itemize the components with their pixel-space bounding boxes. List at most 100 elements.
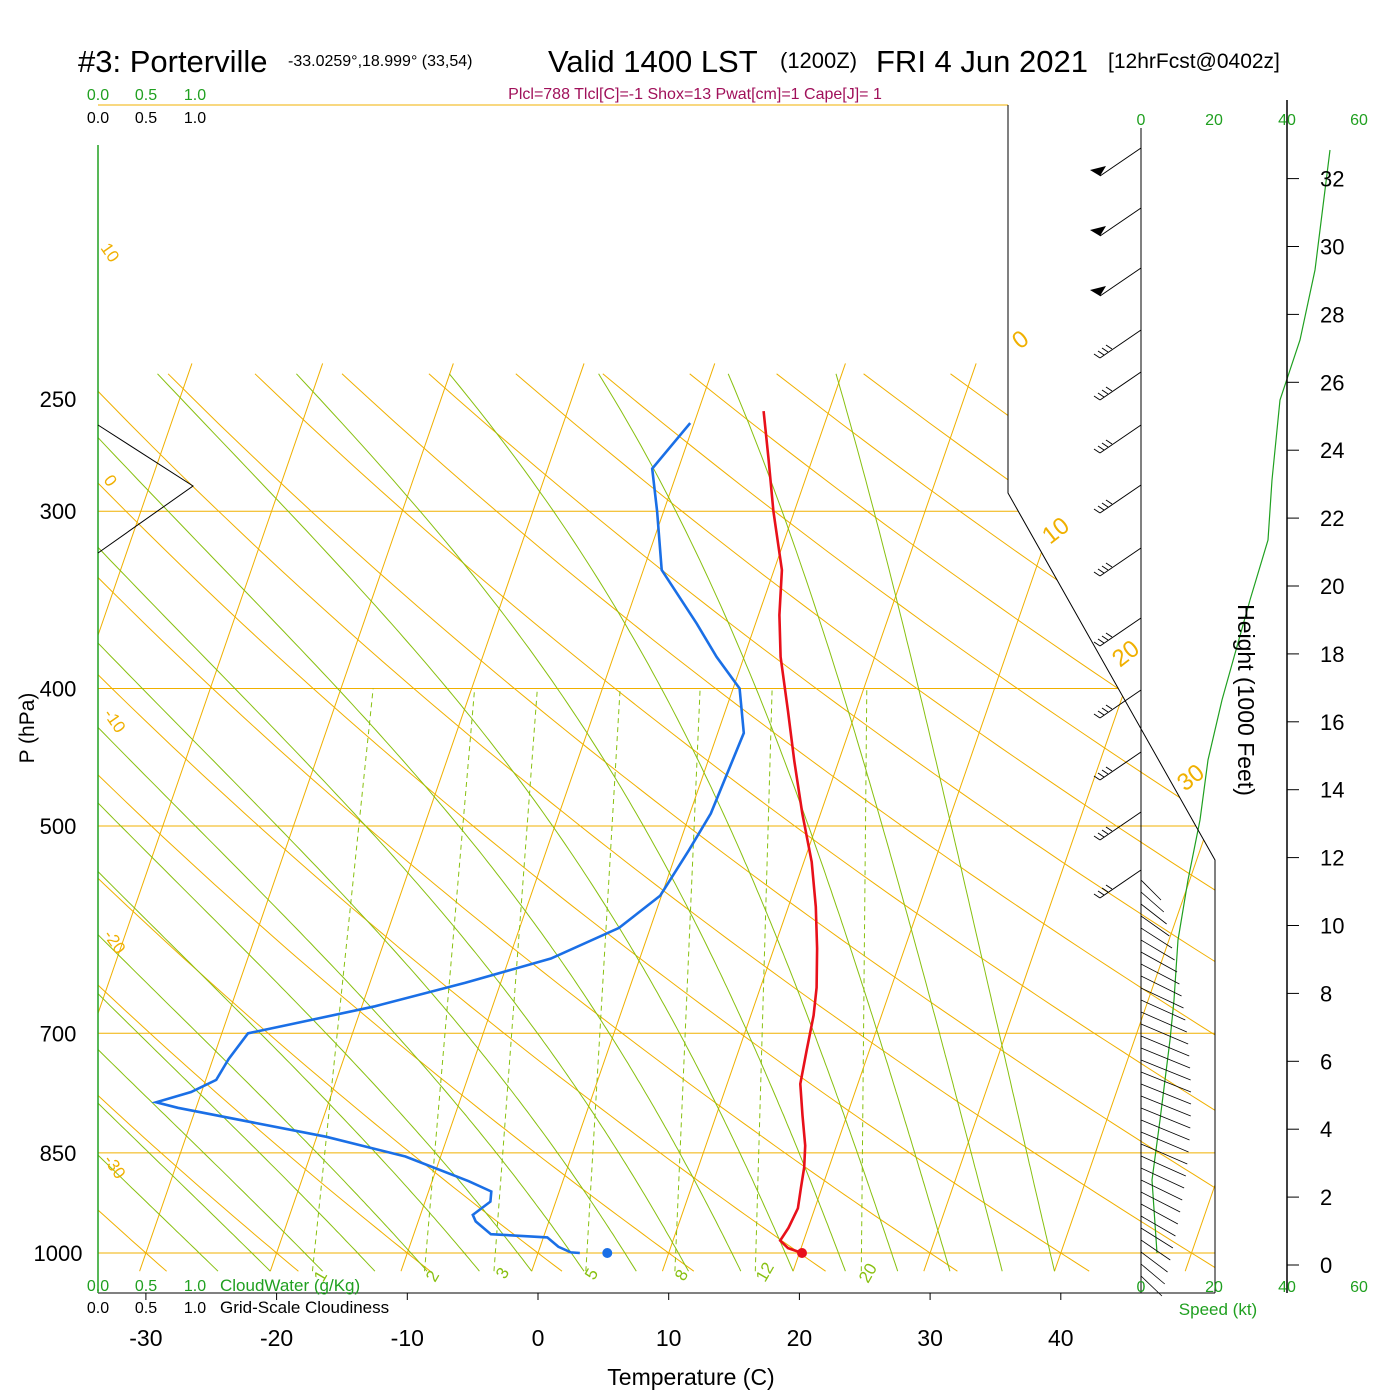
barb-feather: [1101, 769, 1109, 775]
low-level-barb: [1140, 1167, 1185, 1189]
low-level-barb: [1140, 1263, 1166, 1285]
stability-indices: Plcl=788 Tlcl[C]=-1 Shox=13 Pwat[cm]=1 C…: [508, 86, 882, 103]
height-tick-32: 32: [1320, 167, 1344, 192]
x-axis-title: Temperature (C): [607, 1364, 774, 1390]
cloudiness-scale-bottom: 0.0: [87, 1300, 109, 1317]
forecast-date: FRI 4 Jun 2021: [876, 44, 1088, 79]
low-level-barb: [1140, 975, 1182, 997]
mixing-ratio-label: 2: [422, 1267, 443, 1285]
height-tick-22: 22: [1320, 506, 1344, 531]
height-tick-4: 4: [1320, 1117, 1332, 1142]
barb-feather: [1093, 395, 1101, 401]
barb-feather: [1105, 499, 1113, 505]
isotherm-label: -30: [100, 1151, 130, 1182]
isotherm-line: [1184, 363, 1215, 1272]
plot-frame: [97, 100, 1288, 1294]
barb-feather: [1105, 766, 1113, 772]
barb-pennant: [1090, 286, 1106, 296]
x-tick-30: 30: [917, 1325, 943, 1351]
barb-staff: [1099, 811, 1142, 841]
x-tick--20: -20: [260, 1325, 293, 1351]
p-tick-850: 850: [40, 1141, 77, 1166]
moist-adiabat: [98, 373, 428, 1272]
dry-adiabat: [98, 373, 431, 1272]
speed-bottom-40: 40: [1278, 1279, 1296, 1296]
barb-feather: [1101, 442, 1109, 448]
x-tick--10: -10: [391, 1325, 424, 1351]
speed-top-40: 40: [1278, 112, 1296, 129]
wind-barb: [1090, 267, 1142, 297]
barb-feather: [1093, 835, 1101, 841]
moist-adiabat: [98, 373, 271, 1272]
mixing-ratio-line: [311, 688, 374, 1272]
barb-staff: [1099, 869, 1142, 899]
low-level-barb: [1140, 927, 1173, 949]
dry-adiabat: [1298, 374, 1400, 1271]
isotherm-line: [269, 363, 585, 1272]
barb-feather: [1097, 638, 1105, 644]
dry-adiabat: [1124, 373, 1215, 1272]
surface-dew-dot: [602, 1248, 613, 1258]
barb-staff: [1099, 207, 1142, 237]
low-level-barb: [1140, 1035, 1190, 1057]
wind-barb: [1093, 751, 1142, 781]
p-tick-300: 300: [40, 499, 77, 524]
barb-feather: [1105, 562, 1113, 568]
isotherm-line: [98, 363, 324, 1272]
low-level-barb: [1140, 1047, 1191, 1069]
barb-feather: [1101, 389, 1109, 395]
barb-feather: [1097, 890, 1105, 896]
barb-feather: [1101, 707, 1109, 713]
wind-barb: [1090, 207, 1142, 237]
isotherm-label: 10: [97, 239, 123, 265]
moist-adiabat: [98, 373, 533, 1272]
dry-adiabat: [689, 373, 1215, 1272]
mixing-ratio-label: 5: [581, 1265, 602, 1283]
moist-adiabat: [98, 373, 637, 1272]
adiabat-label: 10: [1037, 512, 1075, 550]
low-level-barb: [1140, 1059, 1191, 1081]
dry-adiabat: [254, 373, 1215, 1272]
mixing-ratio-line: [493, 688, 538, 1272]
low-level-barb: [1140, 1155, 1186, 1177]
mixing-ratio-line: [860, 688, 868, 1272]
cloudiness-scale-top: 1.0: [184, 110, 206, 127]
dry-adiabat: [98, 373, 826, 1272]
moist-adiabat: [157, 373, 794, 1272]
barb-staff: [1099, 547, 1142, 577]
low-level-barb: [1140, 879, 1162, 901]
cloudwater-label: CloudWater (g/Kg): [220, 1276, 360, 1295]
moist-adiabat: [98, 373, 219, 1272]
low-level-barb: [1140, 987, 1184, 1009]
low-level-barb: [1140, 1215, 1176, 1237]
height-tick-16: 16: [1320, 710, 1344, 735]
speed-top-60: 60: [1350, 112, 1368, 129]
isotherm-label: -10: [100, 705, 130, 736]
dry-adiabat: [602, 373, 1215, 1272]
low-level-barb: [1140, 1119, 1190, 1141]
station-coords: -33.0259°,18.999° (33,54): [288, 53, 472, 70]
isotherm-line: [792, 363, 1108, 1272]
height-tick-26: 26: [1320, 370, 1344, 395]
dry-adiabat: [1037, 373, 1215, 1272]
valid-time: Valid 1400 LST: [548, 44, 758, 79]
barb-pennant: [1090, 166, 1106, 176]
barb-feather: [1093, 353, 1101, 359]
low-level-barb: [1140, 1251, 1168, 1273]
low-level-barb: [1140, 1227, 1174, 1249]
barb-staff: [1099, 751, 1142, 781]
low-level-barb: [1140, 963, 1180, 985]
barb-feather: [1105, 884, 1113, 890]
wind-barb: [1093, 484, 1142, 514]
moist-adiabat: [98, 373, 480, 1272]
barb-feather: [1101, 565, 1109, 571]
low-level-barb: [1140, 915, 1170, 937]
mixing-ratio-label: 8: [671, 1266, 692, 1284]
speed-bottom-60: 60: [1350, 1279, 1368, 1296]
moist-adiabat: [98, 373, 742, 1272]
speed-axis-title: Speed (kt): [1179, 1300, 1257, 1319]
p-tick-500: 500: [40, 814, 77, 839]
barb-staff: [1099, 424, 1142, 454]
cloudwater-scale-top: 1.0: [184, 87, 206, 104]
